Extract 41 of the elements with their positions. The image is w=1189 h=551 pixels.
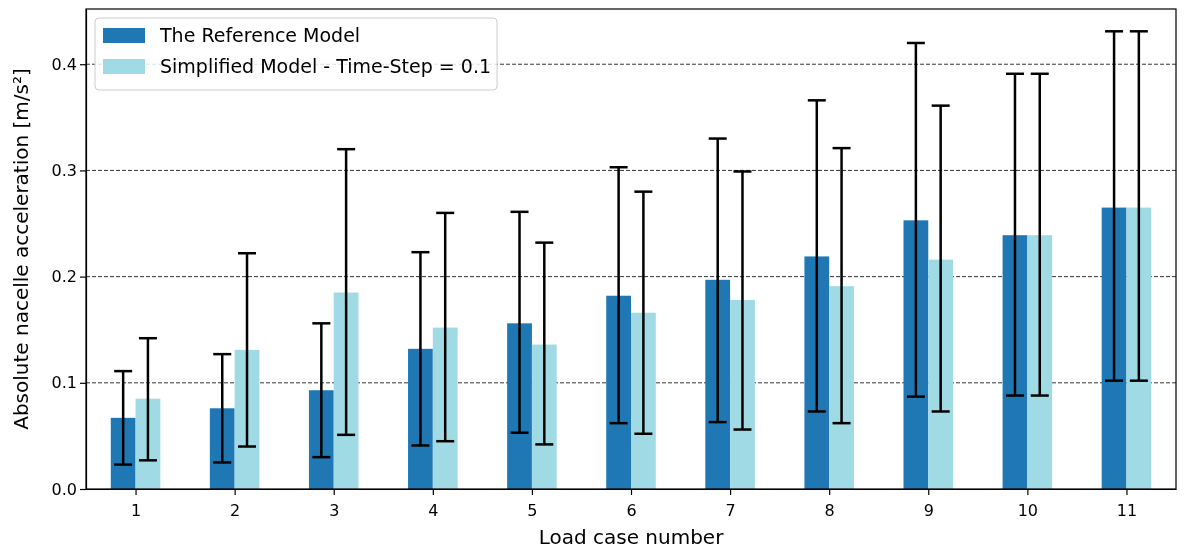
y-tick-label: 0.1: [51, 373, 77, 393]
legend-label: Simplified Model - Time-Step = 0.1: [160, 55, 492, 77]
bar: [308, 390, 334, 489]
bar: [531, 344, 557, 489]
bar: [829, 286, 854, 489]
bar: [1101, 207, 1127, 489]
bar: [135, 398, 161, 489]
bar: [730, 299, 755, 489]
x-tick-label: 10: [1017, 500, 1039, 520]
x-tick-label: 8: [824, 500, 835, 520]
bar: [631, 312, 656, 489]
x-tick-label: 9: [923, 500, 934, 520]
bar: [1126, 207, 1152, 489]
bar: [606, 295, 631, 489]
bar: [903, 220, 929, 489]
bar: [1027, 235, 1053, 489]
bar: [110, 417, 136, 489]
y-axis-title: Absolute nacelle acceleration [m/s²]: [9, 68, 33, 430]
x-axis-title: Load case number: [538, 525, 725, 549]
x-tick-label: 6: [626, 500, 637, 520]
x-tick-label: 5: [527, 500, 538, 520]
bar: [507, 323, 532, 489]
y-tick-label: 0.3: [51, 161, 77, 181]
x-tick-label: 2: [230, 500, 241, 520]
x-tick-label: 7: [725, 500, 736, 520]
x-tick-label: 4: [428, 500, 439, 520]
y-tick-label: 0.0: [51, 479, 77, 499]
x-tick-label: 11: [1116, 500, 1138, 520]
x-tick-label: 1: [130, 500, 142, 520]
bar: [408, 348, 433, 489]
bar: [928, 259, 954, 489]
bar: [234, 349, 260, 489]
bar: [705, 279, 731, 489]
legend-label: The Reference Model: [159, 24, 361, 46]
bar: [804, 256, 830, 489]
x-tick-label: 3: [329, 500, 340, 520]
bar: [1002, 235, 1028, 489]
y-tick-label: 0.4: [51, 54, 77, 74]
bar: [432, 327, 458, 489]
bar: [333, 292, 359, 489]
y-tick-label: 0.2: [51, 267, 77, 287]
